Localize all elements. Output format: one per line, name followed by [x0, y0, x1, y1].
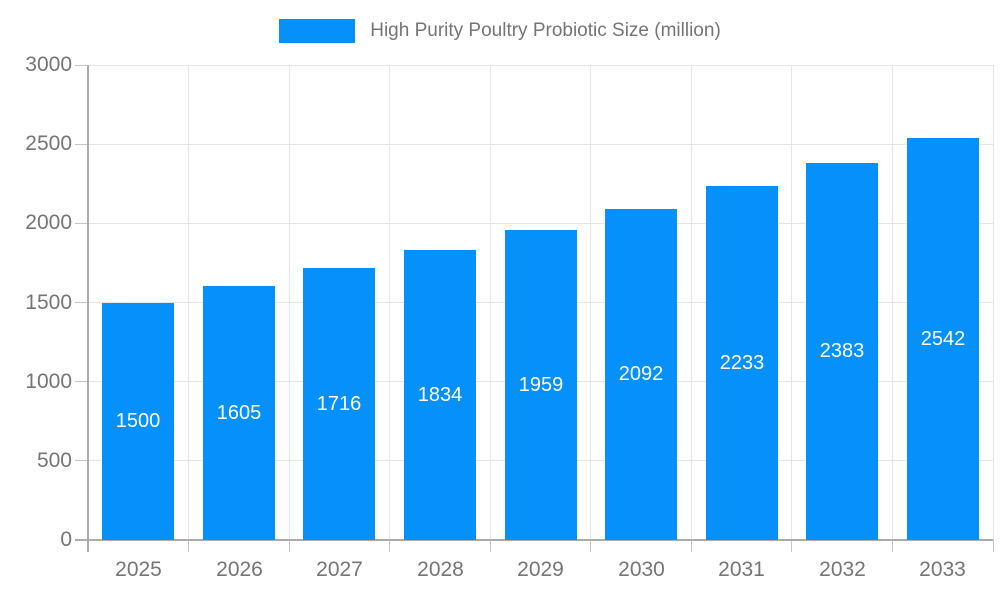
x-axis-tick — [489, 540, 491, 552]
bar-value-label: 1605 — [216, 402, 262, 424]
x-axis-tick-label: 2030 — [618, 558, 665, 581]
bar-2031[interactable] — [706, 186, 778, 540]
v-gridline — [891, 65, 893, 540]
bar-2028[interactable] — [404, 249, 476, 540]
legend-swatch[interactable] — [279, 19, 356, 43]
x-axis-tick-label: 2028 — [417, 558, 464, 581]
bar-2032[interactable] — [806, 162, 878, 540]
v-gridline — [690, 65, 692, 540]
y-axis-tick — [75, 64, 88, 66]
y-axis-tick-label: 1000 — [25, 369, 72, 393]
y-axis-tick-label: 2000 — [25, 211, 72, 235]
x-axis-tick — [288, 540, 290, 552]
x-axis-tick — [891, 540, 893, 552]
y-axis-tick-label: 1500 — [25, 290, 72, 314]
v-gridline — [590, 65, 592, 540]
y-axis-tick — [75, 143, 88, 145]
y-axis-tick — [75, 222, 88, 224]
v-gridline — [489, 65, 491, 540]
bar-2030[interactable] — [605, 208, 677, 540]
y-axis-tick-label: 2500 — [25, 132, 72, 156]
x-axis-tick-label: 2029 — [517, 558, 564, 581]
bar-value-label: 1500 — [115, 410, 161, 432]
bar-value-label: 1834 — [417, 384, 463, 406]
bar-value-label: 2383 — [819, 340, 865, 362]
v-gridline — [791, 65, 793, 540]
bar-2027[interactable] — [303, 268, 375, 540]
x-axis-tick — [791, 540, 793, 552]
y-axis-tick-label: 500 — [36, 448, 72, 472]
v-gridline — [389, 65, 391, 540]
h-gridline — [88, 64, 993, 66]
y-axis-tick — [75, 381, 88, 383]
bar-2025[interactable] — [102, 302, 174, 540]
x-axis-tick-label: 2027 — [316, 558, 363, 581]
x-axis-line — [75, 539, 993, 541]
x-axis-tick-label: 2032 — [819, 558, 866, 581]
bar-value-label: 2233 — [719, 352, 765, 374]
x-axis-tick-label: 2031 — [718, 558, 765, 581]
x-axis-tick — [389, 540, 391, 552]
bar-value-label: 2092 — [618, 363, 664, 385]
bar-2026[interactable] — [203, 285, 275, 540]
h-gridline — [88, 222, 993, 224]
y-axis-tick — [75, 302, 88, 303]
bar-2029[interactable] — [505, 229, 577, 540]
chart-legend: High Purity Poultry Probiotic Size (mill… — [0, 14, 1000, 48]
x-axis-tick-label: 2025 — [115, 558, 162, 581]
y-axis-line — [87, 65, 89, 552]
x-axis-tick — [188, 540, 190, 552]
legend-label[interactable]: High Purity Poultry Probiotic Size (mill… — [370, 20, 721, 41]
y-axis-tick-label: 3000 — [25, 53, 72, 76]
x-axis-tick — [992, 540, 994, 552]
v-gridline — [992, 65, 994, 540]
bar-value-label: 1959 — [518, 374, 564, 396]
x-axis-tick — [590, 540, 592, 552]
bar-2033[interactable] — [907, 137, 979, 540]
v-gridline — [288, 65, 290, 540]
y-axis-tick — [75, 460, 88, 462]
v-gridline — [188, 65, 190, 540]
h-gridline — [88, 143, 993, 145]
x-axis-tick-label: 2033 — [919, 558, 966, 581]
y-axis-tick-label: 0 — [60, 528, 72, 551]
x-axis-tick — [690, 540, 692, 552]
bar-value-label: 1716 — [316, 393, 362, 415]
bar-value-label: 2542 — [920, 328, 966, 350]
x-axis-tick-label: 2026 — [216, 558, 263, 581]
